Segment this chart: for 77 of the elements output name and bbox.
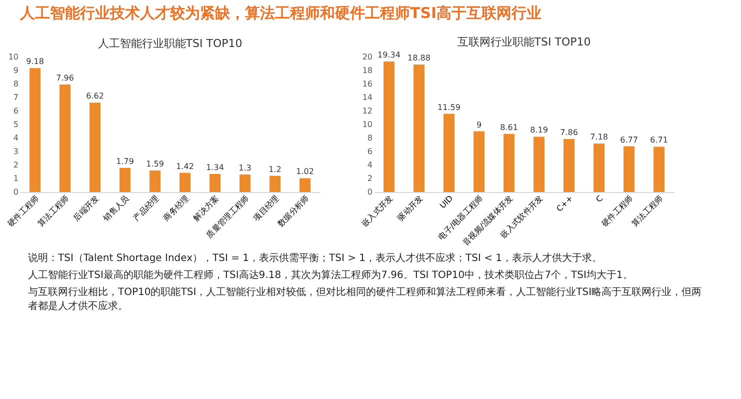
bar xyxy=(240,174,250,192)
data-label: 1.42 xyxy=(176,162,194,171)
y-tick-label: 3 xyxy=(13,147,18,156)
bar xyxy=(60,84,70,192)
data-label: 7.86 xyxy=(560,128,578,137)
y-tick-label: 0 xyxy=(13,188,18,196)
bar xyxy=(210,174,220,192)
data-label: 1.02 xyxy=(296,167,314,176)
data-label: 1.59 xyxy=(146,160,164,169)
bar xyxy=(150,170,160,192)
bar xyxy=(474,131,484,192)
bar xyxy=(624,146,634,192)
y-tick-label: 12 xyxy=(362,106,372,116)
y-tick-label: 2 xyxy=(13,160,18,170)
bar xyxy=(564,138,574,192)
text: 人工智能行业技术人才较为紧缺，算法工程师和硬件工程师TSI高于互联网行业 xyxy=(19,4,542,22)
data-label: 8.19 xyxy=(530,126,548,135)
data-label: 1.34 xyxy=(206,162,224,172)
y-tick-label: 4 xyxy=(13,134,18,142)
x-tick-label: C xyxy=(594,194,605,204)
y-tick-label: 9 xyxy=(13,66,18,75)
bar xyxy=(30,68,40,192)
y-tick-label: 6 xyxy=(367,147,372,156)
text: 说明：TSI（Talent Shortage Index），TSI = 1，表示供需平衡；TSI > 1，表示人才供不应求；TSI < 1，表示人才供大于求。 xyxy=(28,252,602,264)
data-label: 1.2 xyxy=(268,164,282,174)
bar xyxy=(534,136,544,192)
y-tick-label: 8 xyxy=(367,134,372,142)
x-tick-label: 嵌入式开发 xyxy=(360,194,395,228)
x-tick-label: C++ xyxy=(554,194,575,214)
y-tick-label: 4 xyxy=(367,160,372,170)
data-label: 7.18 xyxy=(590,132,608,142)
y-tick-label: 1 xyxy=(13,174,18,183)
data-label: 6.62 xyxy=(86,92,104,101)
y-tick-label: 7 xyxy=(13,93,18,102)
x-tick-label: UID xyxy=(438,194,455,210)
y-tick-label: 10 xyxy=(8,52,18,62)
y-tick-label: 6 xyxy=(13,106,18,116)
y-tick-label: 18 xyxy=(362,66,372,75)
bar xyxy=(300,178,310,192)
data-label: 11.59 xyxy=(438,102,460,112)
data-label: 18.88 xyxy=(408,54,430,63)
text: 与互联网行业相比，TOP10的职能TSI，人工智能行业相对较低，但对比相同的硬件工程师和算法工程师来看，人工智能行业TSI略高于互联网行业，但两者都是人才供不应求。 xyxy=(28,286,702,312)
bar xyxy=(654,146,664,192)
y-tick-label: 20 xyxy=(362,52,372,62)
x-tick-label: 产品经理 xyxy=(132,194,161,223)
y-tick-label: 16 xyxy=(362,80,372,88)
bar xyxy=(90,102,100,192)
data-label: 8.61 xyxy=(500,122,518,132)
bar xyxy=(270,176,280,192)
y-tick-label: 14 xyxy=(362,93,372,102)
x-tick-label: 销售人员 xyxy=(100,194,131,224)
bar xyxy=(504,134,514,192)
data-label: 1.3 xyxy=(238,163,252,172)
bar xyxy=(444,114,454,192)
data-label: 19.34 xyxy=(378,50,400,60)
data-label: 1.79 xyxy=(116,156,134,166)
bar xyxy=(180,172,190,192)
data-label: 7.96 xyxy=(56,74,74,83)
text: 人工智能行业TSI最高的职能为硬件工程师，TSI高达9.18，其次为算法工程师为7.96。TSI TOP10中，技术类职位占7个，TSI均大于1。 xyxy=(28,269,633,281)
data-label: 6.77 xyxy=(620,135,638,144)
chart-title: 人工智能行业职能TSI TOP10 xyxy=(98,37,242,50)
y-tick-label: 10 xyxy=(362,120,372,129)
bar xyxy=(384,61,394,192)
bar xyxy=(414,64,424,192)
y-tick-label: 8 xyxy=(13,80,18,88)
y-tick-label: 5 xyxy=(13,120,18,129)
x-tick-label: 后端开发 xyxy=(72,194,101,223)
x-tick-label: 驱动开发 xyxy=(396,194,425,223)
data-label: 6.71 xyxy=(650,136,668,145)
bar xyxy=(120,168,130,192)
x-tick-label: 商务经理 xyxy=(162,194,191,223)
y-tick-label: 0 xyxy=(367,188,372,196)
chart-title: 互联网行业职能TSI TOP10 xyxy=(457,35,591,48)
bar xyxy=(594,144,604,192)
data-label: 9.18 xyxy=(26,57,44,66)
data-label: 9 xyxy=(476,120,482,130)
y-tick-label: 2 xyxy=(367,174,372,183)
